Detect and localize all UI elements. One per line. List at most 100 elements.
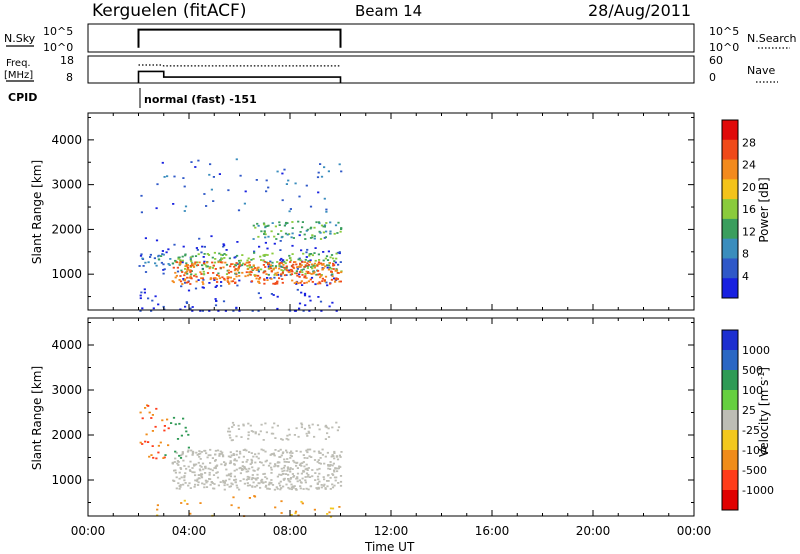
velocity-cell <box>209 483 212 486</box>
power-cell <box>266 247 269 250</box>
power-cell <box>309 299 312 302</box>
velocity-cell <box>198 477 201 480</box>
velocity-cell <box>233 463 236 466</box>
velocity-cell <box>245 470 248 473</box>
velocity-cell <box>205 452 208 455</box>
power-colorbar-tick: 4 <box>742 270 749 283</box>
velocity-cell <box>329 468 332 470</box>
power-cell <box>253 252 256 254</box>
velocity-cell <box>199 464 202 467</box>
velocity-cell <box>334 479 337 482</box>
power-cell <box>215 300 218 302</box>
power-cell <box>191 306 194 308</box>
velocity-cell <box>233 469 236 472</box>
power-cell <box>317 253 320 256</box>
power-cell <box>216 274 219 276</box>
power-cell <box>160 255 163 257</box>
velocity-cell <box>242 478 245 481</box>
power-cell <box>317 261 321 264</box>
power-colorbar-segment <box>722 139 738 161</box>
velocity-cell <box>258 482 261 485</box>
power-cell <box>194 287 198 290</box>
power-cell <box>318 222 321 225</box>
power-cell <box>269 260 272 263</box>
velocity-cell <box>322 485 325 487</box>
velocity-cell <box>276 475 279 478</box>
velocity-cell <box>291 452 294 454</box>
power-colorbar-tick: 16 <box>742 203 756 216</box>
power-cell <box>186 265 189 268</box>
power-cell <box>337 263 340 266</box>
velocity-colorbar-segment <box>722 390 738 411</box>
power-cell <box>213 279 216 281</box>
power-cell <box>207 254 211 256</box>
power-cell <box>210 188 213 191</box>
beam-label: Beam 14 <box>355 2 422 20</box>
velocity-cell <box>289 478 292 480</box>
velocity-cell <box>314 472 317 474</box>
power-cell <box>206 261 209 264</box>
velocity-cell <box>281 473 284 475</box>
velocity-cell <box>265 431 268 434</box>
power-cell <box>275 238 278 240</box>
velocity-cell <box>187 484 190 487</box>
nave-line <box>138 64 341 67</box>
velocity-cell <box>163 425 166 427</box>
velocity-colorbar-tick: 500 <box>742 364 763 377</box>
power-cell <box>202 262 206 265</box>
velocity-cell <box>305 432 308 435</box>
cpid-label: CPID <box>8 91 37 104</box>
power-cell <box>281 172 284 175</box>
velocity-cell <box>228 462 232 465</box>
velocity-cell <box>207 454 210 457</box>
power-cell <box>309 259 312 262</box>
power-cell <box>311 236 314 239</box>
velocity-cell <box>198 450 201 452</box>
power-cell <box>205 205 208 207</box>
power-cell <box>298 273 301 276</box>
velocity-cell <box>203 486 206 489</box>
velocity-cell <box>247 431 250 434</box>
power-cell <box>223 253 226 255</box>
power-cell <box>238 261 241 264</box>
power-cell <box>227 277 230 279</box>
velocity-cell <box>300 464 303 467</box>
power-cell <box>235 272 238 275</box>
velocity-cell <box>318 467 321 470</box>
velocity-colorbar-segment <box>722 370 738 391</box>
velocity-cell <box>306 475 309 478</box>
velocity-cell <box>249 463 252 465</box>
power-cell <box>195 280 198 283</box>
power-cell <box>299 231 302 233</box>
power-cell <box>235 158 238 161</box>
power-cell <box>188 276 191 279</box>
velocity-cell <box>205 486 209 488</box>
power-cell <box>310 273 313 275</box>
power-cell <box>272 268 275 271</box>
power-cell <box>274 225 277 228</box>
freq-label: Freq. <box>6 58 31 69</box>
power-cell <box>179 275 182 277</box>
power-cell <box>322 251 325 253</box>
power-cell <box>336 272 339 274</box>
power-cell <box>297 220 300 223</box>
velocity-cell <box>247 470 250 473</box>
power-cell <box>238 271 241 274</box>
velocity-cell <box>231 426 234 428</box>
velocity-colorbar-segment <box>722 450 738 471</box>
power-cell <box>239 259 242 262</box>
power-cell <box>252 258 255 260</box>
velocity-cell <box>154 425 157 428</box>
power-cell <box>262 222 266 225</box>
velocity-cell <box>262 439 265 441</box>
power-cell <box>157 258 160 261</box>
power-cell <box>279 249 282 251</box>
velocity-cell <box>213 487 216 490</box>
power-cell <box>317 273 320 276</box>
power-cell <box>191 310 194 312</box>
power-cell <box>238 259 241 262</box>
velocity-cell <box>156 514 159 517</box>
velocity-cell <box>200 476 204 479</box>
power-cell <box>195 275 198 278</box>
